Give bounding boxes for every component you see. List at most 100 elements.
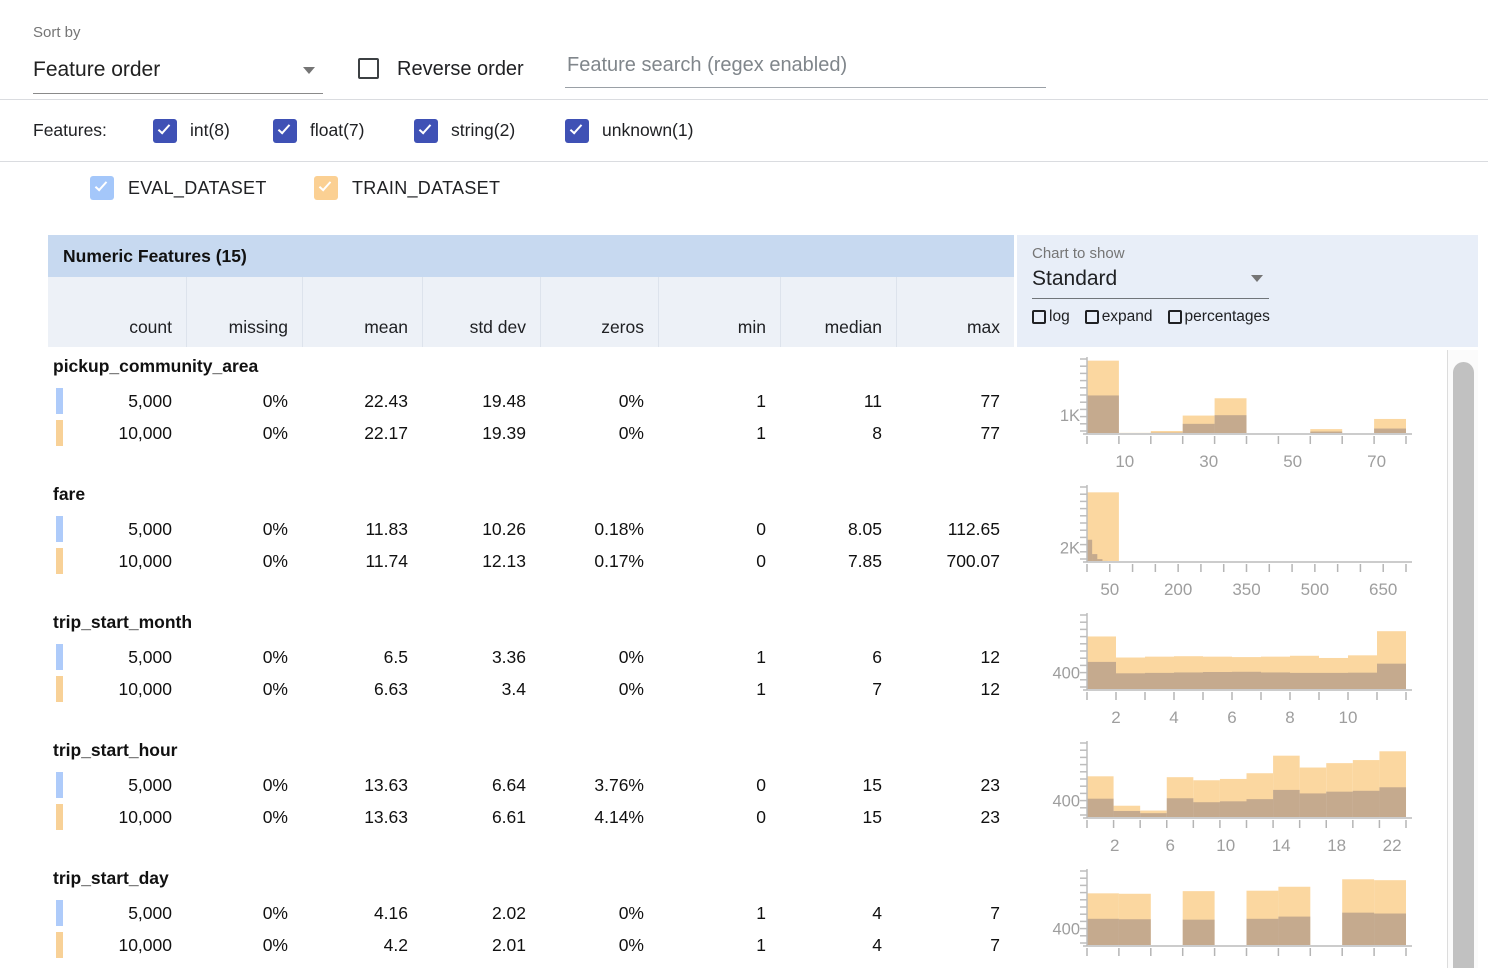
column-header-max: max — [896, 277, 1014, 347]
stat-min: 0 — [658, 513, 780, 545]
reverse-order-checkbox[interactable] — [358, 58, 379, 79]
svg-text:650: 650 — [1369, 580, 1397, 599]
stat-max: 700.07 — [896, 545, 1014, 577]
svg-text:6: 6 — [1227, 708, 1236, 727]
checkbox-unchecked-icon — [1085, 310, 1099, 324]
sort-by-select[interactable]: Feature order — [33, 52, 323, 94]
stat-zeros: 0% — [540, 673, 658, 705]
filter-string-checkbox[interactable]: string(2) — [414, 119, 515, 143]
stat-mean: 22.17 — [302, 417, 422, 449]
svg-text:10: 10 — [1115, 452, 1134, 471]
svg-text:50: 50 — [1283, 452, 1302, 471]
scrollbar-thumb[interactable] — [1453, 362, 1474, 968]
expand-checkbox[interactable]: expand — [1085, 308, 1153, 326]
stat-std-dev: 19.48 — [422, 385, 540, 417]
stat-min: 1 — [658, 641, 780, 673]
stat-mean: 6.5 — [302, 641, 422, 673]
column-header-missing: missing — [186, 277, 302, 347]
stat-median: 7 — [780, 673, 896, 705]
stat-zeros: 0.18% — [540, 513, 658, 545]
feature-name: trip_start_hour — [48, 731, 1014, 769]
stat-missing: 0% — [186, 929, 302, 961]
feature-chart: 4002610141822 — [1014, 731, 1478, 859]
train-stats-row: 10,0000%13.636.614.14%01523 — [48, 801, 1014, 833]
feature-stats: pickup_community_area5,0000%22.4319.480%… — [48, 347, 1014, 475]
features-filter-bar: Features: int(8) float(7) string(2) unkn… — [0, 100, 1488, 162]
svg-text:400: 400 — [1052, 664, 1080, 682]
filter-unknown-checkbox[interactable]: unknown(1) — [565, 119, 693, 143]
feature-chart: 2K50200350500650 — [1014, 475, 1478, 603]
feature-name: pickup_community_area — [48, 347, 1014, 385]
train-color-swatch — [56, 676, 63, 702]
eval-color-swatch — [56, 900, 63, 926]
eval-stats-row: 5,0000%22.4319.480%11177 — [48, 385, 1014, 417]
filter-int-checkbox[interactable]: int(8) — [153, 119, 230, 143]
feature-row-trip_start_day: trip_start_day5,0000%4.162.020%14710,000… — [48, 859, 1478, 968]
train-color-swatch — [56, 932, 63, 958]
stat-count: 5,000 — [48, 641, 186, 673]
stat-median: 8.05 — [780, 513, 896, 545]
column-header-median: median — [780, 277, 896, 347]
percentages-checkbox[interactable]: percentages — [1168, 308, 1270, 326]
svg-text:2K: 2K — [1060, 540, 1080, 558]
chart-to-show-label: Chart to show — [1032, 245, 1478, 262]
feature-chart: 1K10305070 — [1014, 347, 1478, 475]
stat-std-dev: 12.13 — [422, 545, 540, 577]
chart-type-select[interactable]: Standard — [1032, 267, 1269, 299]
stat-max: 7 — [896, 897, 1014, 929]
stat-zeros: 3.76% — [540, 769, 658, 801]
svg-text:400: 400 — [1052, 920, 1080, 938]
svg-text:50: 50 — [1100, 580, 1119, 599]
stat-min: 1 — [658, 929, 780, 961]
filter-float-checkbox[interactable]: float(7) — [273, 119, 364, 143]
stat-missing: 0% — [186, 513, 302, 545]
stat-count: 10,000 — [48, 801, 186, 833]
stat-count: 10,000 — [48, 929, 186, 961]
scrollbar-track[interactable] — [1447, 350, 1478, 968]
stat-max: 7 — [896, 929, 1014, 961]
stat-count: 5,000 — [48, 385, 186, 417]
stat-median: 8 — [780, 417, 896, 449]
train-color-swatch — [56, 420, 63, 446]
stat-median: 15 — [780, 801, 896, 833]
svg-text:18: 18 — [1327, 836, 1346, 855]
svg-text:2: 2 — [1110, 836, 1119, 855]
chevron-down-icon — [303, 67, 315, 74]
feature-search-input[interactable] — [565, 50, 1046, 88]
feature-row-pickup_community_area: pickup_community_area5,0000%22.4319.480%… — [48, 347, 1478, 475]
stat-count: 10,000 — [48, 673, 186, 705]
feature-histogram-pickup_community_area: 1K10305070 — [1014, 347, 1478, 475]
stat-max: 112.65 — [896, 513, 1014, 545]
train-dataset-checkbox[interactable]: TRAIN_DATASET — [314, 176, 500, 200]
stat-std-dev: 3.36 — [422, 641, 540, 673]
checkbox-checked-icon — [314, 176, 338, 200]
sort-by-value: Feature order — [33, 52, 323, 88]
stat-mean: 4.2 — [302, 929, 422, 961]
stat-median: 7.85 — [780, 545, 896, 577]
train-stats-row: 10,0000%6.633.40%1712 — [48, 673, 1014, 705]
stat-mean: 11.74 — [302, 545, 422, 577]
stat-mean: 13.63 — [302, 801, 422, 833]
checkbox-checked-icon — [273, 119, 297, 143]
log-checkbox[interactable]: log — [1032, 308, 1070, 326]
feature-stats: trip_start_hour5,0000%13.636.643.76%0152… — [48, 731, 1014, 859]
stat-count: 10,000 — [48, 545, 186, 577]
svg-text:400: 400 — [1052, 792, 1080, 810]
filter-unknown-label: unknown(1) — [602, 120, 693, 141]
numeric-features-header: Numeric Features (15) — [48, 235, 1014, 277]
log-label: log — [1049, 308, 1070, 326]
stat-zeros: 0% — [540, 641, 658, 673]
feature-name: fare — [48, 475, 1014, 513]
stat-zeros: 4.14% — [540, 801, 658, 833]
filter-string-label: string(2) — [451, 120, 515, 141]
column-header-mean: mean — [302, 277, 422, 347]
train-color-swatch — [56, 804, 63, 830]
train-stats-row: 10,0000%11.7412.130.17%07.85700.07 — [48, 545, 1014, 577]
eval-color-swatch — [56, 388, 63, 414]
svg-text:8: 8 — [1285, 708, 1294, 727]
eval-dataset-checkbox[interactable]: EVAL_DATASET — [90, 176, 267, 200]
feature-rows: pickup_community_area5,0000%22.4319.480%… — [48, 347, 1478, 968]
eval-stats-row: 5,0000%13.636.643.76%01523 — [48, 769, 1014, 801]
svg-text:200: 200 — [1164, 580, 1192, 599]
svg-text:1K: 1K — [1060, 407, 1080, 425]
